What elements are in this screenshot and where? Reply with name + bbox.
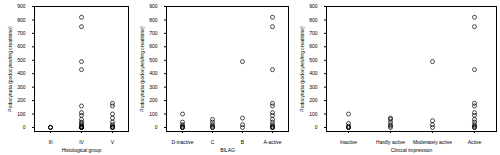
svg-text:600: 600 [149, 43, 158, 49]
svg-text:IV: IV [79, 139, 84, 145]
svg-text:Hardly active: Hardly active [376, 139, 405, 145]
svg-text:700: 700 [309, 30, 318, 36]
svg-text:400: 400 [149, 70, 158, 76]
svg-text:300: 300 [149, 84, 158, 90]
svg-text:Active: Active [468, 139, 482, 145]
svg-text:800: 800 [17, 17, 26, 23]
svg-text:Clinical impression: Clinical impression [391, 147, 433, 153]
svg-text:D-inactive: D-inactive [171, 139, 193, 145]
svg-text:100: 100 [149, 111, 158, 117]
svg-text:100: 100 [309, 111, 318, 117]
svg-text:500: 500 [309, 57, 318, 63]
svg-text:0: 0 [155, 124, 158, 130]
svg-text:400: 400 [17, 70, 26, 76]
svg-text:C: C [211, 139, 215, 145]
svg-text:B: B [241, 139, 245, 145]
svg-text:A-active: A-active [263, 139, 281, 145]
svg-text:0: 0 [23, 124, 26, 130]
svg-text:500: 500 [17, 57, 26, 63]
svg-text:600: 600 [309, 43, 318, 49]
svg-text:III: III [48, 139, 52, 145]
svg-text:900: 900 [309, 3, 318, 9]
svg-text:Moderately active: Moderately active [413, 139, 452, 145]
svg-text:500: 500 [149, 57, 158, 63]
svg-text:900: 900 [149, 3, 158, 9]
svg-text:V: V [111, 139, 115, 145]
svg-text:900: 900 [17, 3, 26, 9]
svg-text:Inactive: Inactive [340, 139, 357, 145]
svg-text:300: 300 [17, 84, 26, 90]
svg-text:300: 300 [309, 84, 318, 90]
svg-text:600: 600 [17, 43, 26, 49]
svg-text:200: 200 [17, 97, 26, 103]
svg-text:Podocyturia (podocytes/mg crea: Podocyturia (podocytes/mg creatinine) [139, 26, 145, 112]
svg-text:Podocyturia (podocytes/mg crea: Podocyturia (podocytes/mg creatinine) [7, 26, 13, 112]
svg-text:200: 200 [149, 97, 158, 103]
svg-text:700: 700 [17, 30, 26, 36]
svg-text:700: 700 [149, 30, 158, 36]
svg-text:BILAG: BILAG [220, 147, 235, 153]
svg-text:100: 100 [17, 111, 26, 117]
svg-text:400: 400 [309, 70, 318, 76]
svg-text:800: 800 [309, 17, 318, 23]
svg-text:Histological group: Histological group [62, 147, 102, 153]
svg-text:0: 0 [315, 124, 318, 130]
svg-text:Podocyturia (podocytes/mg crea: Podocyturia (podocytes/mg creatinine) [299, 26, 305, 112]
svg-text:200: 200 [309, 97, 318, 103]
svg-text:800: 800 [149, 17, 158, 23]
